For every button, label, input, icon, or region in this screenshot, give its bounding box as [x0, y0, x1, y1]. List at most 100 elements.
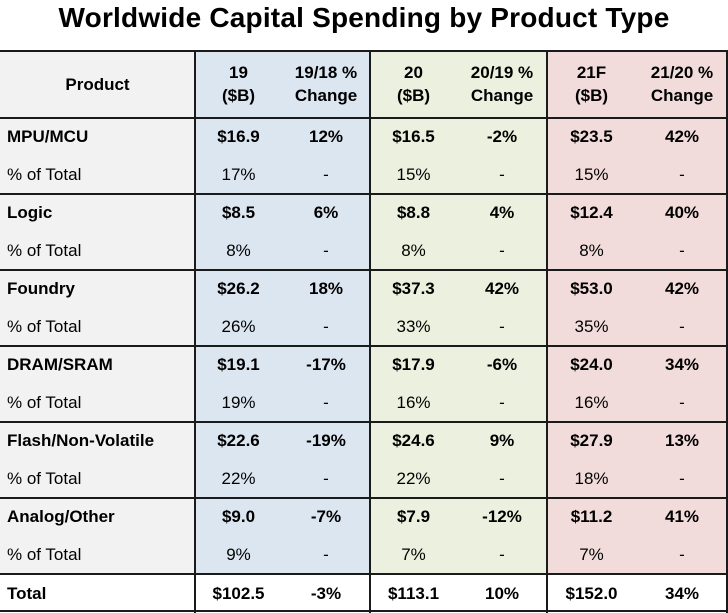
- table-cell: -: [323, 393, 329, 412]
- horizontal-rule: [0, 497, 728, 499]
- table-cell: 26%: [221, 317, 256, 336]
- vertical-rule: [194, 50, 196, 613]
- row-label: % of Total: [7, 165, 82, 184]
- table-cell: 4%: [489, 203, 515, 222]
- vertical-rule: [546, 50, 548, 613]
- vertical-rule: [369, 50, 371, 613]
- row-label: Foundry: [7, 279, 75, 298]
- horizontal-rule: [0, 421, 728, 423]
- table-cell: 16%: [574, 393, 609, 412]
- product-column-band: [0, 50, 195, 574]
- table-cell: 34%: [664, 583, 700, 603]
- header-line-1: 20/19 %: [470, 63, 534, 82]
- table-cell: -3%: [310, 583, 342, 603]
- table-cell: 8%: [401, 241, 426, 260]
- table-cell: $11.2: [570, 507, 613, 526]
- row-label: DRAM/SRAM: [7, 355, 113, 374]
- table-cell: $8.5: [221, 203, 256, 222]
- horizontal-rule: [0, 50, 728, 52]
- header-line-1: 21F: [576, 63, 607, 82]
- year19-column-band: [195, 50, 370, 574]
- table-cell: $7.9: [396, 507, 431, 526]
- row-label: % of Total: [7, 317, 82, 336]
- year20-column-band: [370, 50, 547, 574]
- table-cell: $12.4: [570, 203, 613, 222]
- row-label: Flash/Non-Volatile: [7, 431, 155, 450]
- table-cell: 42%: [664, 127, 700, 146]
- header-col-6: 21/20 % Change: [636, 50, 728, 118]
- table-cell: -17%: [306, 355, 346, 374]
- row-label: MPU/MCU: [7, 127, 89, 146]
- table-cell: -: [679, 545, 685, 564]
- header-product: Product: [65, 74, 130, 94]
- table-cell: -: [323, 469, 329, 488]
- header-line-2: ($B): [221, 86, 256, 105]
- table-cell: 15%: [396, 165, 431, 184]
- table-cell: -: [499, 469, 505, 488]
- table-cell: 7%: [579, 545, 604, 564]
- table-cell: -: [323, 545, 329, 564]
- table-cell: -19%: [306, 431, 346, 450]
- table-cell: 10%: [484, 583, 520, 603]
- table-cell: -: [679, 469, 685, 488]
- table-cell: -12%: [482, 507, 522, 526]
- table-cell: 8%: [579, 241, 604, 260]
- header-line-2: Change: [294, 86, 358, 105]
- table-cell: -: [323, 317, 329, 336]
- table-cell: -: [499, 241, 505, 260]
- table-cell: 15%: [574, 165, 609, 184]
- table-cell: 17%: [221, 165, 256, 184]
- table-cell: 18%: [308, 279, 344, 298]
- year21-column-band: [547, 50, 728, 574]
- table-cell: -: [499, 545, 505, 564]
- table-cell: 35%: [574, 317, 609, 336]
- table-cell: $37.3: [392, 279, 435, 298]
- table-cell: $16.9: [217, 127, 260, 146]
- row-label: % of Total: [7, 241, 82, 260]
- table-cell: $8.8: [396, 203, 431, 222]
- table-cell: 16%: [396, 393, 431, 412]
- table-cell: $27.9: [570, 431, 613, 450]
- table-cell: $152.0: [565, 583, 618, 603]
- header-col-2: 19/18 % Change: [282, 50, 370, 118]
- horizontal-rule: [0, 610, 728, 612]
- row-label: Analog/Other: [7, 507, 115, 526]
- horizontal-rule: [0, 345, 728, 347]
- table-cell: -2%: [486, 127, 518, 146]
- header-line-2: ($B): [574, 86, 609, 105]
- table-cell: 9%: [226, 545, 251, 564]
- row-label: % of Total: [7, 393, 82, 412]
- table-cell: -6%: [486, 355, 518, 374]
- table-cell: 33%: [396, 317, 431, 336]
- capital-spending-table: Product 19 ($B) 19/18 % Change 20 ($B) 20/19 % C…: [0, 50, 728, 613]
- horizontal-rule: [0, 193, 728, 195]
- table-cell: $9.0: [221, 507, 256, 526]
- table-cell: -: [323, 241, 329, 260]
- table-cell: 22%: [396, 469, 431, 488]
- table-cell: $24.6: [392, 431, 435, 450]
- table-cell: -: [679, 165, 685, 184]
- table-cell: -: [499, 165, 505, 184]
- table-cell: -7%: [310, 507, 342, 526]
- horizontal-rule: [0, 117, 728, 119]
- row-label: Total: [7, 583, 47, 603]
- table-cell: 19%: [221, 393, 256, 412]
- header-line-2: Change: [650, 86, 714, 105]
- header-line-2: ($B): [396, 86, 431, 105]
- table-cell: 18%: [574, 469, 609, 488]
- horizontal-rule: [0, 573, 728, 575]
- table-cell: 41%: [664, 507, 700, 526]
- table-cell: $24.0: [570, 355, 613, 374]
- table-cell: -: [679, 393, 685, 412]
- table-cell: $22.6: [217, 431, 260, 450]
- table-cell: 8%: [226, 241, 251, 260]
- header-line-1: 20: [404, 63, 423, 82]
- table-cell: $113.1: [387, 583, 440, 603]
- table-cell: -: [323, 165, 329, 184]
- horizontal-rule: [0, 269, 728, 271]
- header-line-1: 19/18 %: [294, 63, 358, 82]
- row-label: % of Total: [7, 545, 82, 564]
- table-cell: 12%: [308, 127, 344, 146]
- row-label: Logic: [7, 203, 53, 222]
- header-line-1: 21/20 %: [650, 63, 714, 82]
